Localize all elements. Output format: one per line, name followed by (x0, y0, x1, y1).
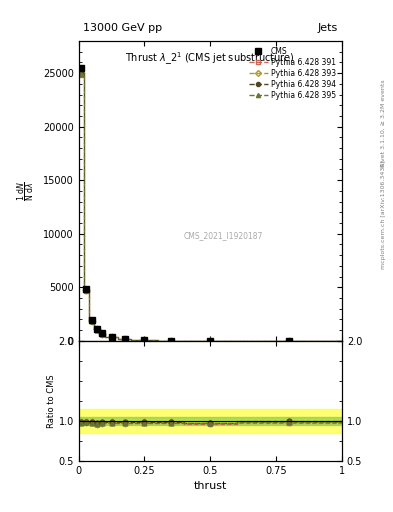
Text: 13000 GeV pp: 13000 GeV pp (83, 23, 162, 33)
Text: mcplots.cern.ch [arXiv:1306.3436]: mcplots.cern.ch [arXiv:1306.3436] (381, 161, 386, 269)
Text: Rivet 3.1.10, ≥ 3.2M events: Rivet 3.1.10, ≥ 3.2M events (381, 79, 386, 167)
X-axis label: thrust: thrust (194, 481, 227, 491)
Text: Thrust $\lambda\_2^1$ (CMS jet substructure): Thrust $\lambda\_2^1$ (CMS jet substruct… (125, 50, 295, 67)
Legend: CMS, Pythia 6.428 391, Pythia 6.428 393, Pythia 6.428 394, Pythia 6.428 395: CMS, Pythia 6.428 391, Pythia 6.428 393,… (246, 45, 338, 102)
Y-axis label: $\frac{1}{\mathrm{N}}\frac{\mathrm{d}N}{\mathrm{d}\lambda}$: $\frac{1}{\mathrm{N}}\frac{\mathrm{d}N}{… (16, 181, 37, 201)
Y-axis label: Ratio to CMS: Ratio to CMS (47, 374, 55, 428)
Text: CMS_2021_I1920187: CMS_2021_I1920187 (184, 231, 263, 241)
Text: Jets: Jets (318, 23, 338, 33)
